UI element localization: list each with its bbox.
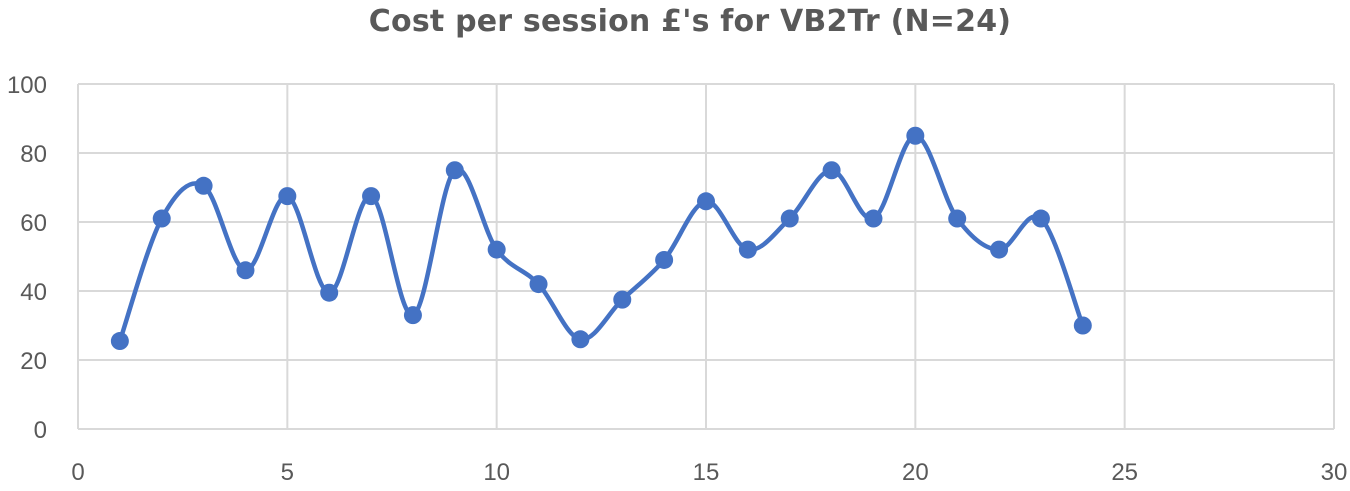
data-point-10 — [487, 240, 506, 259]
data-point-2 — [152, 209, 171, 228]
x-tick-label-20: 20 — [902, 459, 929, 486]
x-tick-label-5: 5 — [281, 459, 294, 486]
data-point-9 — [445, 161, 464, 180]
x-tick-label-30: 30 — [1321, 459, 1348, 486]
data-point-23 — [1031, 209, 1050, 228]
y-tick-label-0: 0 — [34, 417, 47, 444]
data-series — [117, 133, 1086, 344]
data-point-6 — [320, 283, 339, 302]
y-tick-label-80: 80 — [20, 141, 47, 168]
x-tick-label-0: 0 — [71, 459, 84, 486]
data-point-12 — [571, 330, 590, 349]
data-point-22 — [990, 240, 1009, 259]
tick-labels: 0 20 40 60 80 100 0 5 10 15 20 25 30 — [7, 72, 1347, 486]
data-point-5 — [278, 187, 297, 206]
data-point-13 — [613, 290, 632, 309]
data-point-21 — [948, 209, 967, 228]
data-point-18 — [822, 161, 841, 180]
x-tick-label-25: 25 — [1111, 459, 1138, 486]
gridlines — [78, 83, 1335, 429]
data-point-14 — [655, 250, 674, 269]
x-tick-label-15: 15 — [693, 459, 720, 486]
data-point-7 — [362, 187, 381, 206]
data-point-8 — [403, 306, 422, 325]
axes — [77, 84, 1334, 430]
data-point-4 — [236, 261, 255, 280]
data-point-16 — [738, 240, 757, 259]
y-tick-label-60: 60 — [20, 210, 47, 237]
series-line-0 — [117, 133, 1086, 344]
data-point-15 — [697, 192, 715, 211]
x-tick-label-10: 10 — [483, 459, 510, 486]
data-point-17 — [780, 209, 799, 228]
data-markers — [110, 126, 1092, 351]
y-tick-label-100: 100 — [7, 72, 47, 99]
data-point-20 — [906, 126, 925, 145]
chart-title: Cost per session £'s for VB2Tr (N=24) — [368, 4, 1012, 39]
y-tick-label-20: 20 — [20, 348, 47, 375]
data-point-11 — [529, 275, 548, 294]
data-point-24 — [1073, 316, 1092, 335]
y-tick-label-40: 40 — [20, 279, 47, 306]
data-point-19 — [864, 209, 883, 228]
data-point-1 — [110, 332, 129, 351]
data-point-3 — [194, 176, 213, 195]
